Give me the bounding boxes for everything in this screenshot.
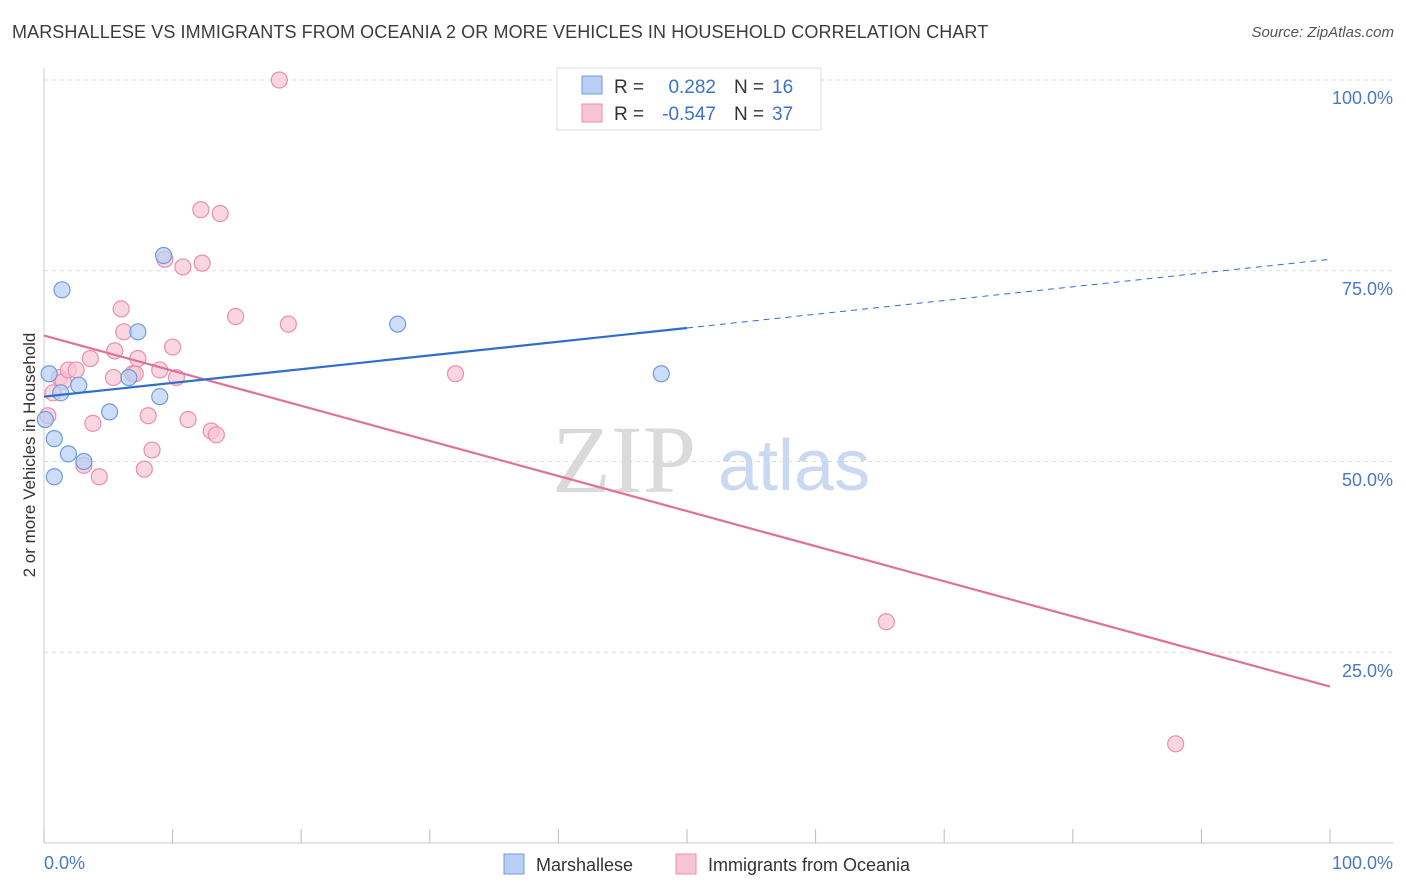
blue-series-points (36, 246, 670, 486)
pink-data-point (143, 441, 161, 459)
pink-data-point (179, 410, 197, 429)
series-legend-label: Marshallese (536, 855, 633, 875)
x-tick-label-max: 100.0% (1332, 853, 1393, 873)
pink-data-point (193, 254, 211, 272)
blue-data-point (129, 323, 147, 341)
y-tick-label: 50.0% (1342, 470, 1393, 490)
legend-r-label: R = (614, 77, 644, 98)
legend-n-value: 37 (772, 104, 793, 125)
pink-data-point (877, 613, 895, 631)
series-legend-swatch-blue (503, 853, 525, 875)
blue-data-point (52, 384, 70, 402)
stats-legend: R = 0.282 N = 16 R = -0.547 N = 37 (556, 67, 822, 131)
pink-data-point (164, 338, 182, 356)
pink-data-point (139, 407, 157, 425)
blue-data-point (100, 403, 119, 421)
blue-data-point (151, 388, 169, 406)
blue-data-point (120, 368, 138, 387)
series-legend-label: Immigrants from Oceania (708, 855, 911, 875)
pink-data-point (192, 201, 210, 219)
blue-data-point (53, 281, 71, 299)
watermark-zip: ZIP (552, 406, 696, 513)
pink-data-point (1167, 735, 1185, 753)
pink-data-point (67, 361, 85, 379)
pink-data-point (104, 368, 123, 387)
legend-r-value: -0.547 (662, 104, 716, 125)
blue-data-point (40, 365, 58, 383)
pink-data-point (207, 426, 225, 444)
x-axis-ticks (43, 829, 1331, 843)
pink-data-point (151, 361, 169, 379)
blue-data-point (652, 365, 670, 383)
grid (44, 79, 1393, 653)
legend-swatch-blue (581, 75, 603, 95)
pink-data-point (174, 258, 192, 276)
y-tick-label: 75.0% (1342, 279, 1393, 299)
legend-n-label: N = (734, 77, 764, 98)
pink-data-point (135, 460, 153, 478)
pink-data-point (129, 349, 147, 368)
pink-trend-line (43, 334, 1331, 688)
legend-n-label: N = (734, 104, 764, 125)
x-tick-label-min: 0.0% (44, 853, 85, 873)
blue-data-point (59, 445, 78, 463)
watermark-atlas: atlas (718, 426, 870, 506)
y-tick-labels: 100.0% 75.0% 50.0% 25.0% (1332, 88, 1393, 681)
series-legend-swatch-pink (675, 853, 697, 875)
pink-data-point (112, 300, 130, 318)
pink-data-point (81, 349, 99, 368)
pink-data-point (90, 468, 108, 486)
blue-trend-line (43, 326, 688, 398)
pink-data-point (446, 365, 465, 383)
pink-data-point (211, 204, 229, 223)
y-axis-label: 2 or more Vehicles in Household (20, 333, 39, 578)
legend-r-label: R = (614, 104, 644, 125)
legend-swatch-pink (581, 103, 603, 123)
pink-data-point (84, 414, 102, 432)
pink-data-point (279, 315, 297, 333)
series-legend: Marshallese Immigrants from Oceania (503, 853, 911, 875)
y-tick-label: 25.0% (1342, 661, 1393, 681)
blue-data-point (70, 376, 88, 394)
blue-data-point (45, 468, 63, 486)
y-tick-label: 100.0% (1332, 88, 1393, 108)
blue-data-point (45, 430, 63, 448)
blue-data-point (75, 452, 93, 471)
blue-trend-extension (686, 258, 1331, 329)
legend-r-value: 0.282 (668, 77, 716, 98)
source-label: Source: ZipAtlas.com (1251, 24, 1394, 41)
pink-data-point (270, 71, 288, 89)
pink-data-point (227, 307, 245, 326)
legend-n-value: 16 (772, 77, 793, 98)
blue-data-point (154, 246, 173, 265)
trend-lines (43, 258, 1331, 688)
chart-title: MARSHALLESE VS IMMIGRANTS FROM OCEANIA 2… (12, 22, 989, 42)
blue-data-point (389, 315, 407, 333)
blue-data-point (36, 410, 54, 429)
